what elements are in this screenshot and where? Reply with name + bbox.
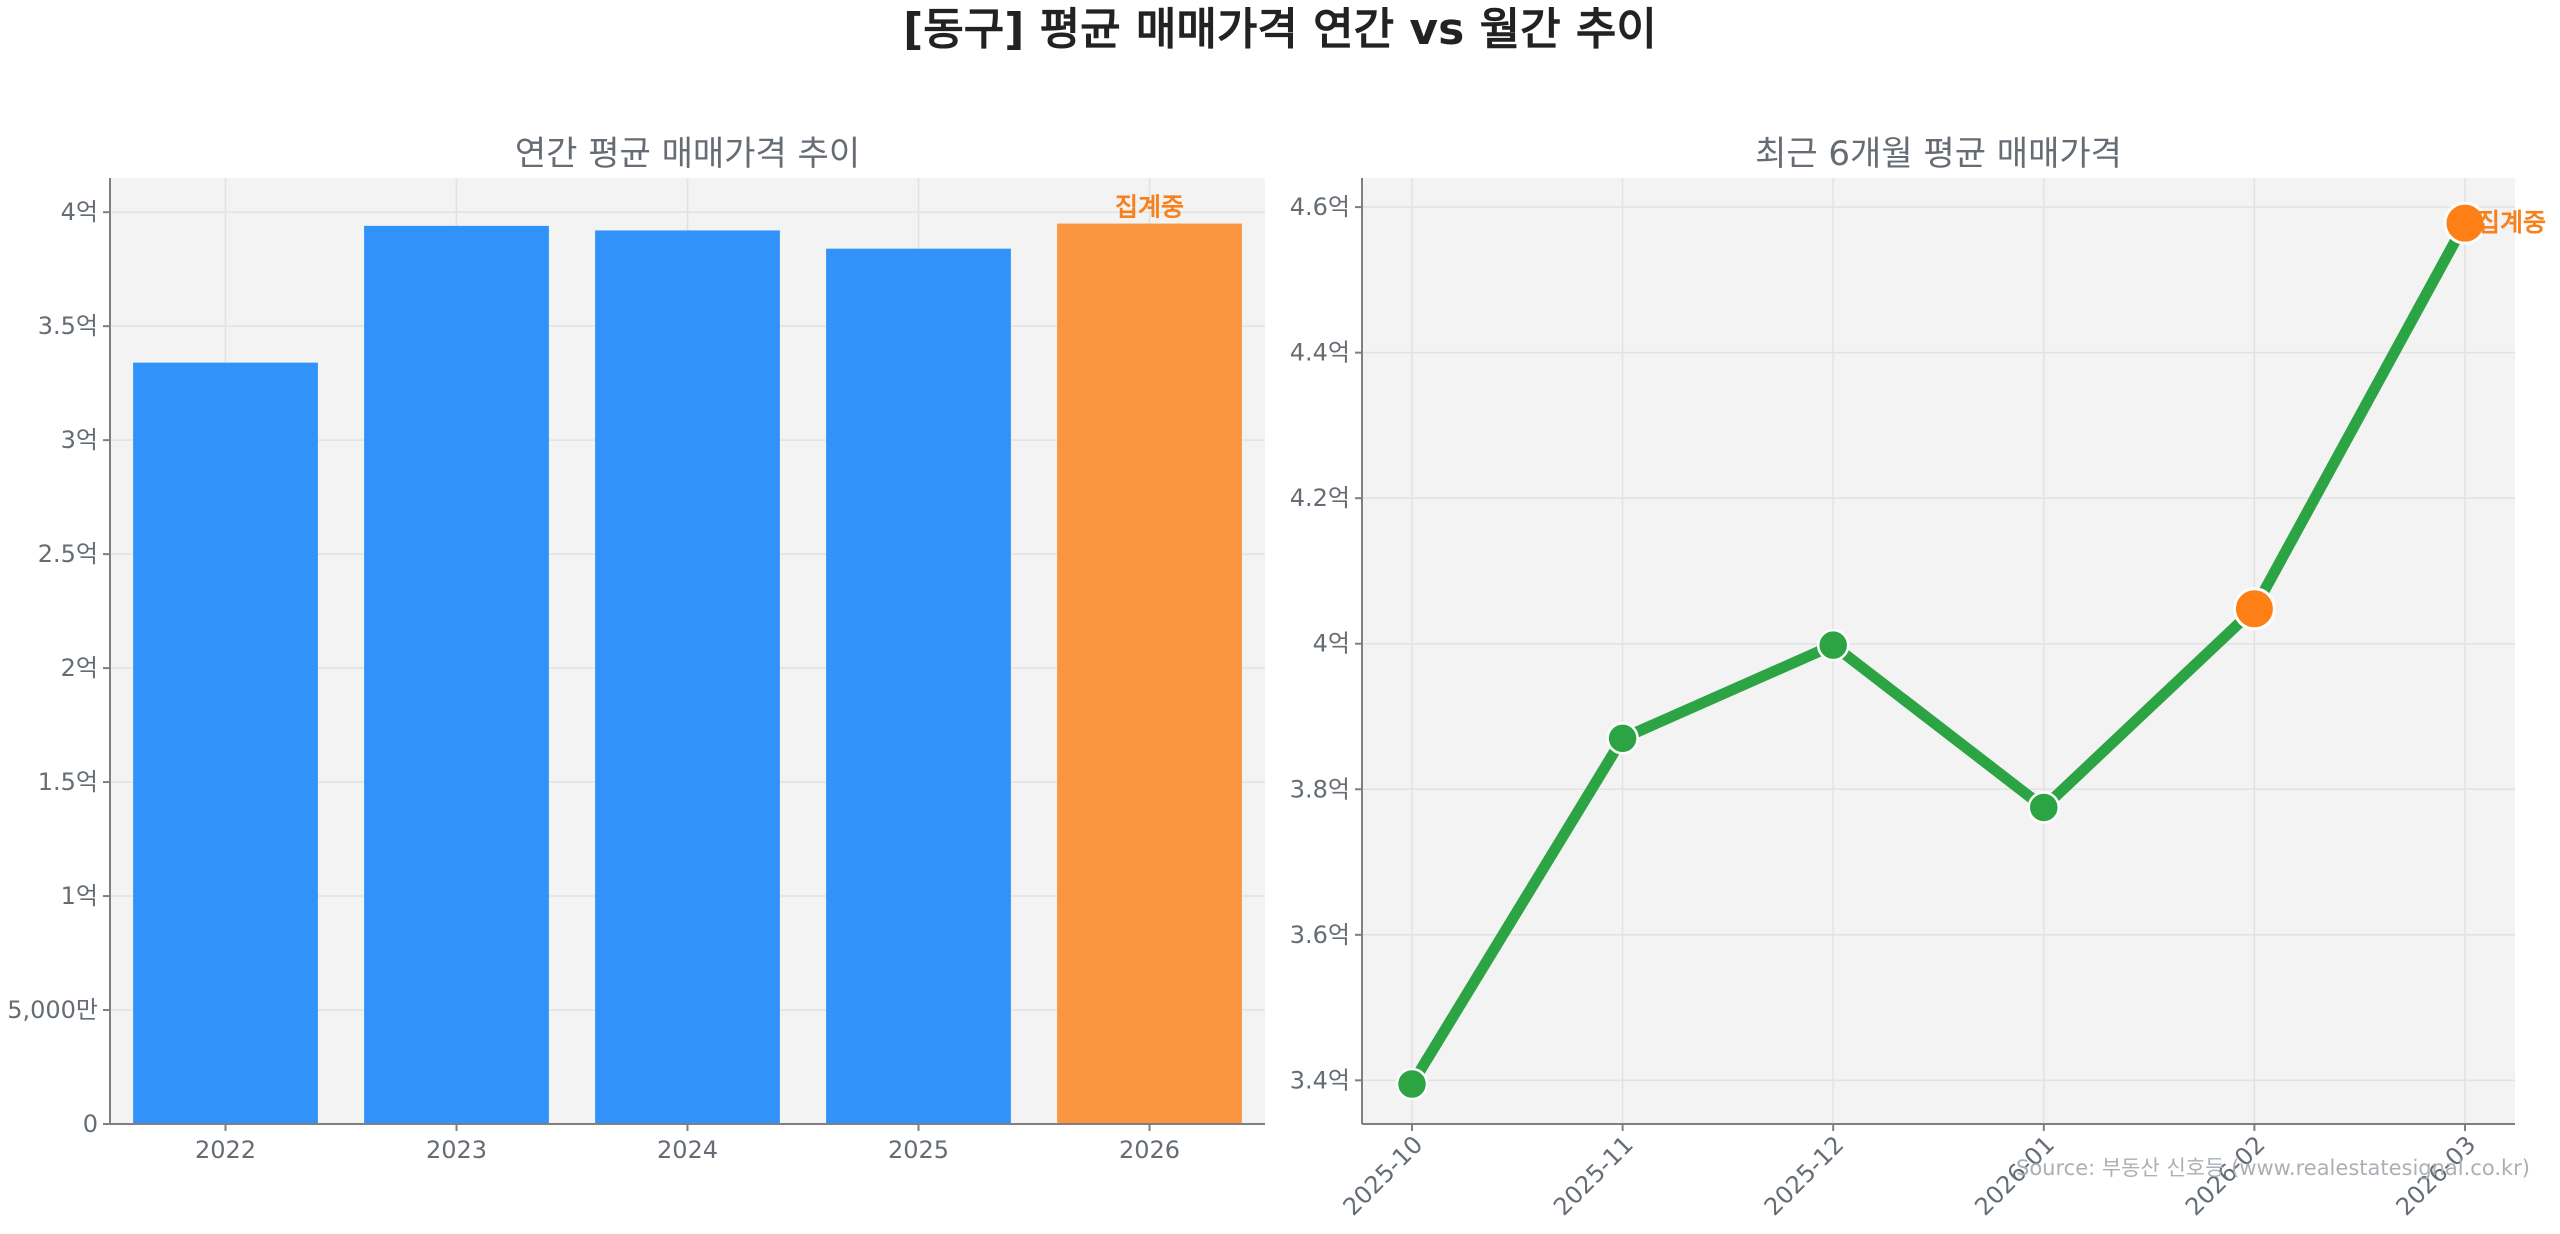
bar-y-tick-label: 2억	[61, 654, 98, 682]
bar-2026	[1057, 223, 1242, 1125]
bar-x-tick-label: 2024	[657, 1136, 718, 1164]
line-series-path	[1406, 217, 2471, 1090]
line-x-tick-label: 2025-10	[1338, 1130, 1429, 1221]
line-x-tick-label: 2025-12	[1759, 1130, 1850, 1221]
source-credit: Source: 부동산 신호등 (www.realestatesignal.co…	[2016, 1156, 2530, 1180]
bar-y-tick-label: 0	[83, 1110, 98, 1138]
bar-annotation-label: 집계중	[1115, 193, 1184, 222]
line-point-2026-03	[2443, 201, 2487, 245]
bar-x-tick-label: 2022	[195, 1136, 256, 1164]
line-chart-title: 최근 6개월 평균 매매가격	[1755, 134, 2122, 174]
line-point-2025-10	[1395, 1067, 1429, 1101]
line-point-2025-11	[1606, 722, 1639, 755]
bar-2025	[826, 248, 1011, 1125]
line-y-tick-label: 4.6억	[1290, 193, 1350, 221]
bar-y-tick-label: 3.5억	[38, 312, 98, 340]
line-series	[1395, 201, 2487, 1101]
line-y-tick-label: 3.6억	[1290, 921, 1350, 949]
line-y-tick-label: 3.4억	[1290, 1066, 1350, 1094]
bar-y-tick-label: 3억	[61, 426, 98, 454]
bar-y-tick-label: 1억	[61, 882, 98, 910]
line-y-tick-label: 4.4억	[1290, 339, 1350, 367]
bar-y-tick-label: 4억	[61, 198, 98, 226]
line-point-2026-01	[2027, 791, 2061, 824]
line-chart-panel: 3.4억 3.6억 3.8억 4억 4.2억 4.4억 4.6억 2025-10 2025-11…	[1290, 134, 2546, 1221]
bar-chart-panel: 0 5,000만 1억 1.5억 2억 2.5억 3억 3.5억 4억 2022 2023 2024 2…	[7, 134, 1265, 1164]
line-point-2026-02	[2232, 587, 2276, 631]
line-y-tick-label: 4억	[1313, 630, 1350, 658]
line-plot-area	[1362, 178, 2515, 1124]
bar-2024	[595, 230, 780, 1125]
line-y-tick-label: 3.8억	[1290, 775, 1350, 803]
bar-y-tick-label: 5,000만	[7, 996, 98, 1024]
bar-axes: 0 5,000만 1억 1.5억 2억 2.5억 3억 3.5억 4억 2022 2023 2024 2…	[7, 178, 1265, 1164]
bar-x-tick-label: 2025	[888, 1136, 949, 1164]
figure-title: [동구] 평균 매매가격 연간 vs 월간 추이	[903, 4, 1657, 55]
line-x-tick-label: 2025-11	[1548, 1130, 1639, 1221]
line-annotation-label: 집계중	[2477, 208, 2546, 237]
bar-y-tick-label: 1.5억	[38, 768, 98, 796]
bar-2023	[364, 225, 549, 1124]
line-y-tick-label: 4.2억	[1290, 484, 1350, 512]
line-point-2025-12	[1816, 628, 1850, 662]
bar-x-tick-label: 2023	[426, 1136, 487, 1164]
bar-2022	[133, 362, 318, 1124]
bar-y-tick-label: 2.5억	[38, 540, 98, 568]
bar-x-tick-label: 2026	[1119, 1136, 1180, 1164]
bar-series	[133, 223, 1242, 1125]
bar-chart-title: 연간 평균 매매가격 추이	[515, 134, 860, 174]
